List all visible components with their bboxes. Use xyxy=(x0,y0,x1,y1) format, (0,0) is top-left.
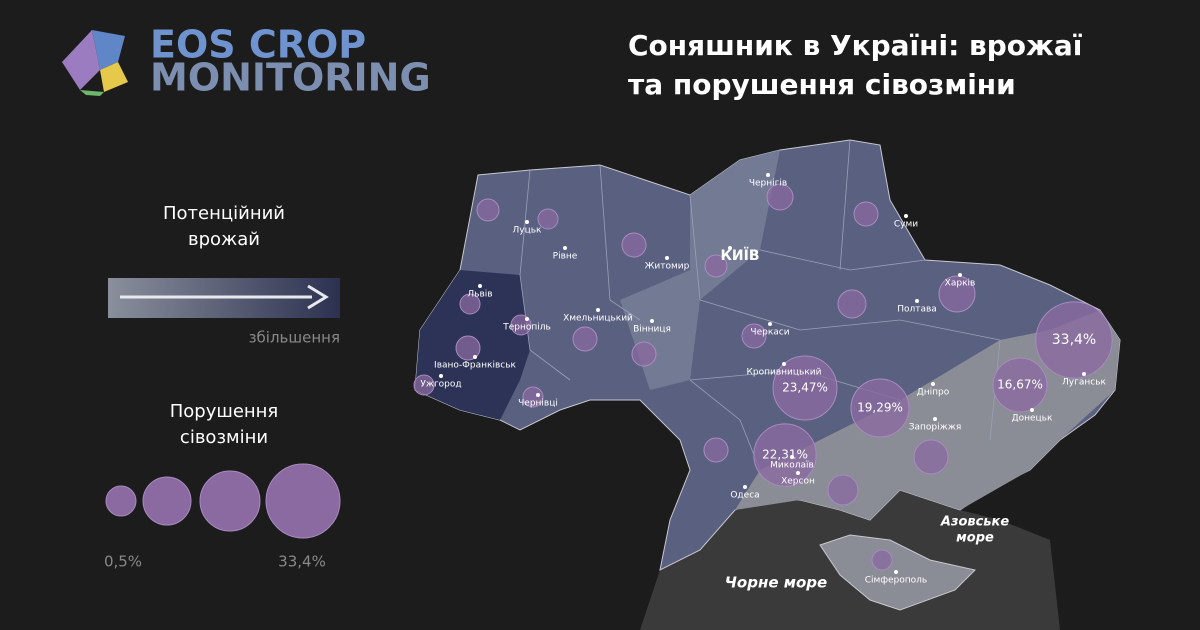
city-dot xyxy=(743,485,747,489)
bubble xyxy=(753,423,817,487)
city-label: Чернігів xyxy=(749,179,787,189)
size-legend xyxy=(105,463,341,539)
city-dot xyxy=(768,322,772,326)
bubble-label: 23,47% xyxy=(782,381,828,395)
city-dot xyxy=(665,256,669,260)
legend-rotation-title: сівозміни xyxy=(180,427,268,448)
city-label: Харків xyxy=(945,279,976,289)
city-dot xyxy=(525,317,529,321)
city-label: Запоріжжя xyxy=(909,423,962,433)
minor-bubbles xyxy=(413,183,976,571)
city-dot xyxy=(931,382,935,386)
city-label: Дніпро xyxy=(917,388,950,398)
city-label: Сімферополь xyxy=(865,576,927,586)
city-dot xyxy=(728,246,732,250)
city-label: Чернівці xyxy=(518,399,558,409)
city-dot xyxy=(933,417,937,421)
city-dot xyxy=(473,355,477,359)
city-label: Хмельницький xyxy=(563,314,633,324)
city-dot xyxy=(439,374,443,378)
size-max: 33,4% xyxy=(278,553,326,571)
city-label: Кропивницький xyxy=(747,368,822,378)
bubble-label: 22,31% xyxy=(762,448,808,462)
bubble-label: 33,4% xyxy=(1052,332,1096,348)
city-dot xyxy=(958,273,962,277)
city-label: Івано-Франківськ xyxy=(434,361,516,371)
bubble xyxy=(992,357,1048,413)
city-dot xyxy=(525,220,529,224)
city-label: Херсон xyxy=(781,477,815,487)
city-dot xyxy=(894,570,898,574)
sea-label: Чорне море xyxy=(725,574,827,592)
city-dot xyxy=(536,393,540,397)
city-dot xyxy=(1082,372,1086,376)
legend-yield-title: Потенційний xyxy=(163,203,285,224)
city-dot xyxy=(563,246,567,250)
city-label: Житомир xyxy=(645,262,690,272)
city-label: Луцьк xyxy=(513,226,543,236)
city-dot xyxy=(904,214,908,218)
city-dot xyxy=(650,319,654,323)
city-dot xyxy=(796,471,800,475)
city-label: Львів xyxy=(467,290,492,300)
bubble xyxy=(772,355,838,421)
city-label: Ужгород xyxy=(420,380,461,390)
logo-line2: MONITORING xyxy=(150,56,431,100)
size-min: 0,5% xyxy=(104,553,142,571)
arrow xyxy=(120,284,329,310)
city-label: Черкаси xyxy=(750,328,789,338)
logo-mark xyxy=(62,30,128,96)
city-label: Луганськ xyxy=(1062,378,1106,388)
city-dot xyxy=(766,173,770,177)
city-dot xyxy=(915,299,919,303)
bubble xyxy=(1035,301,1113,379)
bubble xyxy=(850,378,910,438)
city-dot xyxy=(790,455,794,459)
region-centre xyxy=(620,150,780,390)
bubble-label: 19,29% xyxy=(857,401,903,415)
city-dot xyxy=(782,362,786,366)
legend-rotation-title: Порушення xyxy=(170,401,279,422)
legend-arrow-label: збільшення xyxy=(249,329,340,347)
city-label: Полтава xyxy=(897,305,937,315)
logo-line1: EOS CROP xyxy=(150,23,366,67)
city-label: Донецьк xyxy=(1012,414,1053,424)
city-label: Одеса xyxy=(730,491,759,501)
city-label: Миколаїв xyxy=(770,461,814,471)
legend-yield-title: врожай xyxy=(188,229,260,250)
city-label: Суми xyxy=(894,220,918,230)
city-label: Вінниця xyxy=(633,325,671,335)
sea-label: море xyxy=(956,531,994,546)
city-label: КИЇВ xyxy=(720,247,759,264)
title-line1: Соняшник в Україні: врожаї xyxy=(628,29,1083,62)
city-label: Рівне xyxy=(553,252,578,262)
bubble-label: 16,67% xyxy=(997,378,1043,392)
city-dot xyxy=(478,284,482,288)
city-dot xyxy=(596,308,600,312)
sea-label: Азовське xyxy=(940,515,1010,530)
city-dot xyxy=(1030,408,1034,412)
title-line2: та порушення сівозміни xyxy=(628,68,1016,101)
city-label: Тернопіль xyxy=(502,323,551,333)
